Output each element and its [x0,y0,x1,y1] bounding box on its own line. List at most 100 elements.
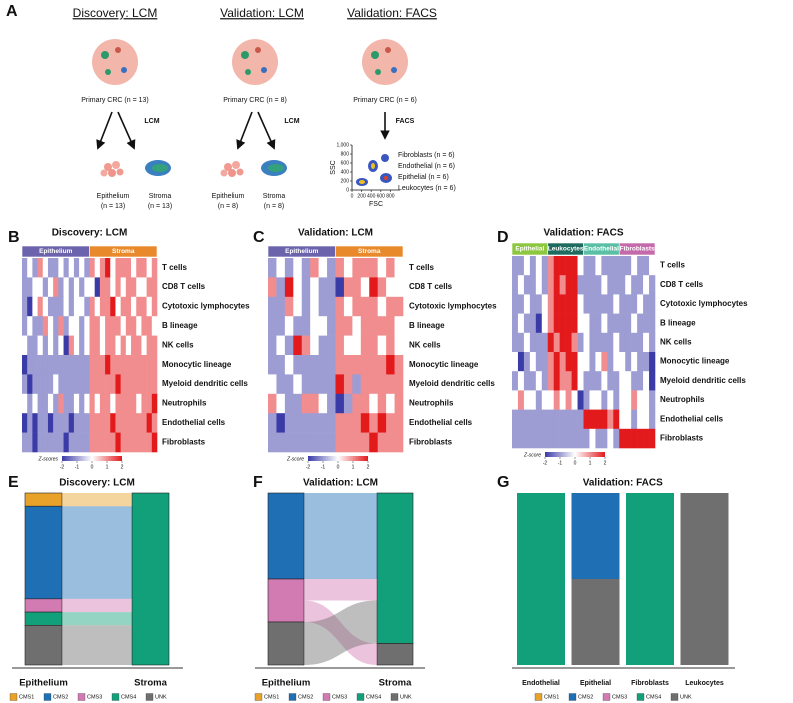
heatmap-cell [141,432,147,453]
heatmap-cell [589,428,596,449]
heatmap-cell [529,332,537,353]
heatmap-cell [89,277,95,298]
heatmap-cell [120,374,127,395]
heatmap-cell [394,393,404,414]
heatmap-cell [84,432,90,453]
heatmap-cell [284,335,294,356]
heatmap-cell [318,258,328,278]
colorbar-tick-label: 0 [91,464,94,470]
heatmap-cell [68,335,75,356]
legend-swatch [43,693,52,701]
heatmap-cell [335,258,345,278]
heatmap-cell [115,413,121,433]
heatmap-cell [73,355,80,375]
heatmap-cell [343,335,353,356]
heatmap-cell [310,374,319,395]
heatmap-cell [535,409,543,430]
heatmap-cell [541,256,549,276]
heatmap-cell [601,256,608,276]
axis-label: Epithelium [19,678,68,689]
heatmap-cell [343,296,353,317]
legend-swatch [568,693,577,701]
row-label: Myeloid dendritic cells [660,376,746,385]
output-n: (n = 13) [101,203,125,210]
heatmap-cell [276,393,286,414]
row-label: CD8 T cells [162,282,206,291]
heatmap-cell [601,275,608,295]
heatmap-cell [79,374,85,395]
x-tick-label: 600 [377,193,386,199]
heatmap-cell [125,277,132,298]
heatmap-cell [110,335,116,356]
stratum [267,492,305,580]
heatmap-cell [577,428,584,449]
axis-label: Stroma [134,678,167,689]
colorbar-title: Z-score [286,456,304,462]
heatmap-cell [619,332,626,353]
row-label: Monocytic lineage [660,357,730,366]
heatmap-cell [42,355,49,375]
heatmap-cell [301,335,311,356]
heatmap-cell [136,258,142,278]
heatmap-cell [63,277,70,298]
heatmap-cell [42,277,49,298]
heatmap-cell [276,355,286,375]
heatmap-cell [607,390,614,410]
heatmap-cell [643,313,650,334]
legend-swatch [356,693,365,701]
heatmap-cell [327,432,336,453]
heatmap-cell [595,332,602,353]
heatmap-cell [619,428,626,449]
heatmap-cell [601,409,608,430]
y-axis-label: SSC [330,160,337,174]
heatmap-cell [553,256,560,276]
heatmap-cell [120,432,127,453]
heatmap-cell [110,374,116,395]
heatmap-cell [32,432,38,453]
heatmap-cell [512,352,519,372]
heatmap-cell [105,316,111,336]
panel-title: Discovery: LCM [59,478,135,489]
row-label: Cytotoxic lymphocytes [660,299,748,308]
heatmap-cell [377,355,387,375]
heatmap-cell [517,352,525,372]
heatmap-cell [27,355,33,375]
heatmap-cell [84,296,90,317]
heatmap-cell [318,277,328,298]
heatmap-cell [293,374,303,395]
heatmap-cell [268,355,277,375]
heatmap-cell [649,390,656,410]
heatmap-cell [369,355,378,375]
heatmap-cell [22,258,28,278]
heatmap-cell [79,258,85,278]
heatmap-cell [125,335,132,356]
axis-label: Stroma [379,678,412,689]
heatmap-cell [327,355,336,375]
heatmap-cell [547,294,555,314]
heatmap-cell [547,332,555,353]
heatmap-cell [89,335,95,356]
heatmap-cell [589,275,596,295]
heatmap-cell [607,352,614,372]
heatmap-cell [625,313,632,334]
output-label: Stroma [149,193,172,200]
output-n: (n = 13) [148,203,172,210]
heatmap-cell [631,275,638,295]
heatmap-cell [284,432,294,453]
heatmap-cell [607,294,614,314]
heatmap-cell [110,277,116,298]
heatmap-cell [318,335,328,356]
heatmap-cell [583,352,590,372]
heatmap-cell [577,313,584,334]
heatmap-cell [547,428,555,449]
output-n: (n = 8) [218,203,238,210]
heatmap-cell [529,275,537,295]
heatmap-cell [131,296,137,317]
heatmap-cell [394,258,404,278]
heatmap-cell [613,256,620,276]
heatmap-cell [310,316,319,336]
heatmap-cell [37,393,44,414]
heatmap-cell [589,371,596,391]
heatmap-cell [565,390,572,410]
heatmap-cell [512,390,519,410]
